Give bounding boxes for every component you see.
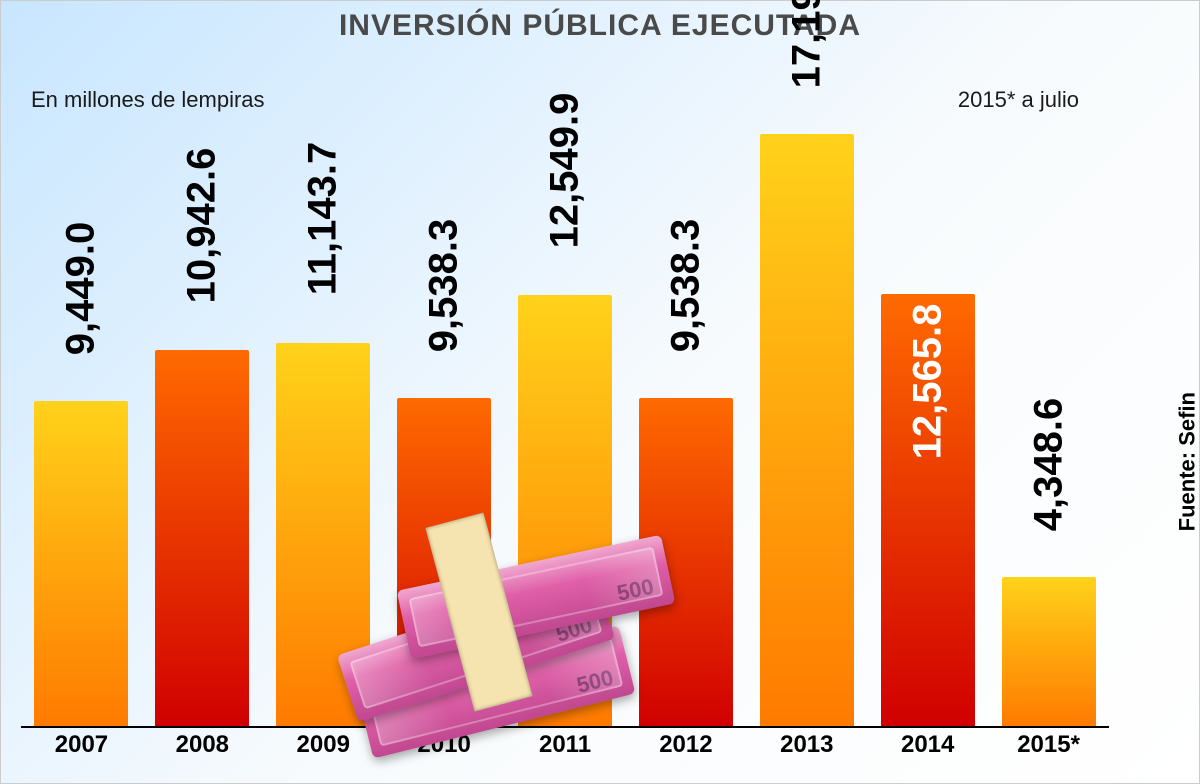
bar-value-2007: 9,449.0 [59,222,104,355]
x-tick-2012: 2012 [625,731,746,763]
chart-title: INVERSIÓN PÚBLICA EJECUTADA [1,9,1199,43]
bar-2011 [518,295,612,727]
bar-value-2008: 10,942.6 [180,148,225,304]
x-axis: 200720082009201020112012201320142015* [21,731,1109,763]
bar-2013 [760,134,854,727]
bar-2012 [639,398,733,727]
x-tick-2010: 2010 [384,731,505,763]
bar-2015* [1002,577,1096,727]
subtitle-right: 2015* a julio [958,87,1079,113]
x-tick-2014: 2014 [867,731,988,763]
bar-value-2011: 12,549.9 [543,93,588,249]
bar-slot-2012: 9,538.3 [625,126,746,727]
bar-value-2009: 11,143.7 [301,142,346,296]
x-tick-2009: 2009 [263,731,384,763]
bar-slot-2011: 12,549.9 [505,126,626,727]
bars-container: 9,449.0 10,942.6 11,143.7 9,538.3 12,549.9 9,… [21,126,1109,727]
x-tick-2008: 2008 [142,731,263,763]
bar-value-2010: 9,538.3 [422,219,467,352]
x-tick-2007: 2007 [21,731,142,763]
bar-slot-2009: 11,143.7 [263,126,384,727]
bar-value-2012: 9,538.3 [663,219,708,352]
bar-slot-2010: 9,538.3 [384,126,505,727]
x-axis-line [21,726,1109,728]
x-tick-2015*: 2015* [988,731,1109,763]
bar-2010 [397,398,491,727]
bar-slot-2014: 12,565.8 [867,126,988,727]
source-label: Fuente: Sefin [1174,392,1200,531]
plot-area: 9,449.0 10,942.6 11,143.7 9,538.3 12,549.9 9,… [21,126,1109,727]
bar-slot-2008: 10,942.6 [142,126,263,727]
bar-value-2013: 17,195.8 [784,0,829,88]
bar-2009 [276,343,370,727]
bar-value-2015*: 4,348.6 [1026,398,1071,531]
x-tick-2013: 2013 [746,731,867,763]
bar-slot-2015*: 4,348.6 [988,126,1109,727]
bar-slot-2013: 17,195.8 [746,126,867,727]
chart-frame: INVERSIÓN PÚBLICA EJECUTADA En millones … [0,0,1200,784]
bar-slot-2007: 9,449.0 [21,126,142,727]
bar-2008 [155,350,249,727]
subtitle-left: En millones de lempiras [31,87,265,113]
bar-value-2014: 12,565.8 [905,303,950,459]
x-tick-2011: 2011 [505,731,626,763]
bar-2007 [34,401,128,727]
